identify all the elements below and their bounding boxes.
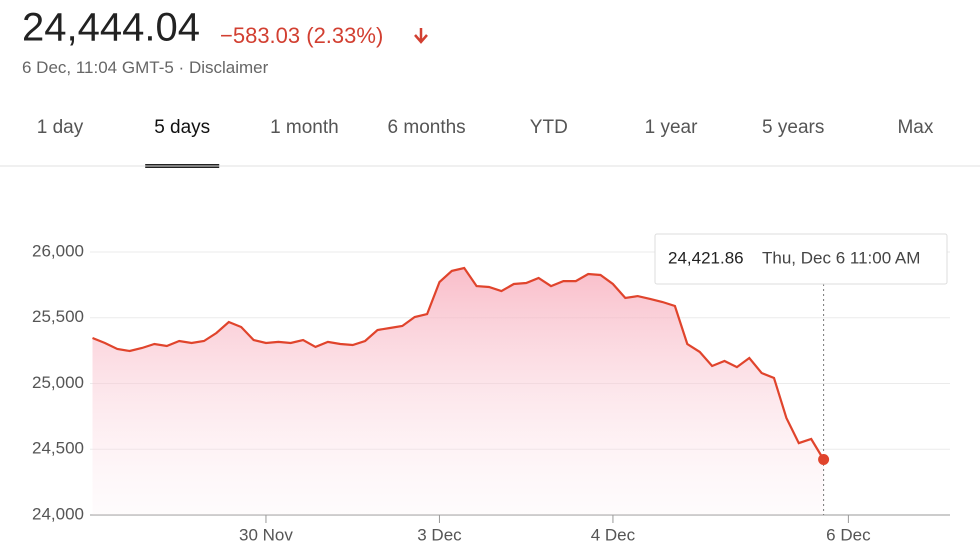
y-tick-label: 26,000 <box>32 241 84 260</box>
area <box>92 268 824 515</box>
x-tick-label: 4 Dec <box>591 525 636 544</box>
x-tick-label: 6 Dec <box>826 525 871 544</box>
tab[interactable]: YTD <box>530 117 568 138</box>
timestamp: 6 Dec, 11:04 GMT-5 · Disclaimer <box>22 58 269 77</box>
tab[interactable]: 5 days <box>154 117 210 138</box>
date: 6 Dec, 11:04 GMT-5 <box>22 58 174 77</box>
change: −583.03 (2.33%) <box>220 23 383 48</box>
tooltip-time: Thu, Dec 6 11:00 AM <box>762 248 920 267</box>
y-tick-label: 25,500 <box>32 307 84 326</box>
tab[interactable]: 6 months <box>388 117 466 138</box>
tooltip-value: 24,421.86 <box>668 248 744 267</box>
tab[interactable]: 1 day <box>37 117 84 138</box>
tab[interactable]: 1 month <box>270 117 339 138</box>
y-tick-label: 24,000 <box>32 504 84 523</box>
price-line <box>92 266 825 461</box>
tab[interactable]: 1 year <box>645 117 698 138</box>
x-tick-label: 30 Nov <box>239 525 293 544</box>
x-tick-label: 3 Dec <box>417 525 462 544</box>
tabs: 1 day 5 days 1 month 6 months YTD 1 year 5 yea… <box>37 117 934 168</box>
hover-dot <box>818 454 830 466</box>
separator: · <box>179 58 185 77</box>
tab[interactable]: Max <box>897 117 933 138</box>
tab[interactable]: 5 years <box>762 117 824 138</box>
price: 24,444.04 <box>22 6 200 50</box>
y-tick-label: 25,000 <box>32 373 84 392</box>
tooltip-box <box>654 233 948 285</box>
chart: 24,000 24,500 25,000 25,500 26,000 30 Nov 3 De… <box>32 233 950 544</box>
down-arrow <box>414 28 428 44</box>
disclaimer[interactable]: Disclaimer <box>189 58 269 77</box>
y-tick-label: 24,500 <box>32 439 84 458</box>
